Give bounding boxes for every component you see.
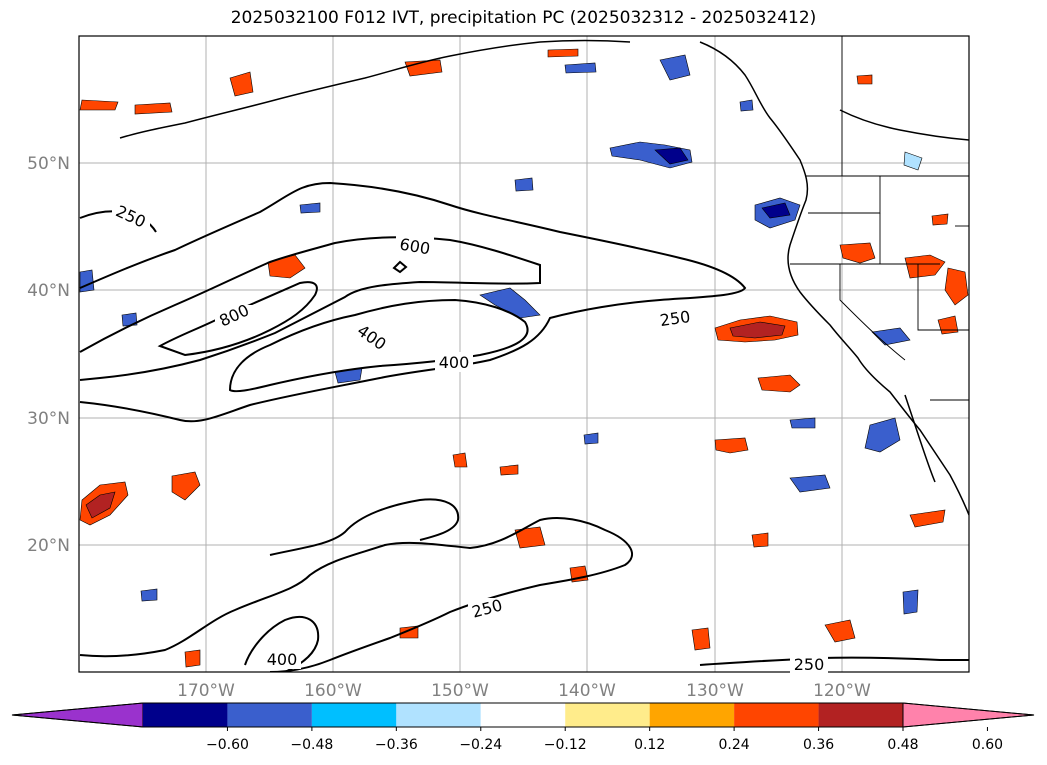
chart-title: 2025032100 F012 IVT, precipitation PC (2… [230, 8, 817, 28]
colorbar-tick-label: −0.24 [459, 737, 502, 753]
colorbar-bin [396, 703, 481, 727]
colorbar-outline [11, 702, 1035, 728]
contour-label: 250 [794, 655, 825, 674]
colorbar-tick-label: −0.60 [206, 737, 249, 753]
lon-label-130w: 130°W [686, 681, 744, 701]
colorbar-bin [734, 703, 819, 727]
ivt-contours [79, 181, 969, 672]
lon-label-150w: 150°W [431, 681, 489, 701]
colorbar-bin [143, 703, 228, 727]
lat-label-30n: 30°N [27, 409, 70, 429]
colorbar-tick-label: 0.12 [634, 737, 665, 753]
colorbar-bin [311, 703, 397, 727]
contour-label: 400 [267, 650, 298, 669]
plot-frame [78, 35, 970, 673]
latitude-labels: 50°N 40°N 30°N 20°N [27, 154, 70, 556]
colorbar-bin [818, 703, 903, 727]
plot-area [79, 36, 969, 672]
colorbar-tick-label: −0.48 [290, 737, 333, 753]
colorbar-tick-label: 0.24 [719, 737, 750, 753]
coastlines [119, 39, 969, 516]
colorbar-bin [227, 703, 312, 727]
colorbar-tick-label: 0.48 [887, 737, 918, 753]
state-borders [790, 36, 969, 401]
colorbar-tick-label: −0.36 [375, 737, 418, 753]
colorbar-bin [480, 703, 566, 727]
colorbar-tick-label: 0.60 [972, 737, 1003, 753]
lon-label-170w: 170°W [177, 681, 235, 701]
longitude-labels: 170°W 160°W 150°W 140°W 130°W 120°W [177, 681, 871, 701]
lat-label-40n: 40°N [27, 281, 70, 301]
colorbar: −0.60 −0.48 −0.36 −0.24 −0.12 0.12 0.24 0.36 0.4… [11, 702, 1035, 753]
lat-label-50n: 50°N [27, 154, 70, 174]
contour-label: 250 [659, 307, 692, 330]
lon-label-120w: 120°W [813, 681, 871, 701]
colorbar-tick-label: −0.12 [544, 737, 587, 753]
lat-label-20n: 20°N [27, 536, 70, 556]
lon-label-160w: 160°W [304, 681, 362, 701]
colorbar-bin [565, 703, 650, 727]
contour-label: 400 [439, 353, 470, 372]
colorbar-bin [649, 703, 735, 727]
precipitation-patches [79, 48, 969, 668]
colorbar-extend-high [902, 702, 1035, 728]
colorbar-extend-low [11, 702, 144, 728]
lon-label-140w: 140°W [558, 681, 616, 701]
colorbar-tick-label: 0.36 [803, 737, 834, 753]
